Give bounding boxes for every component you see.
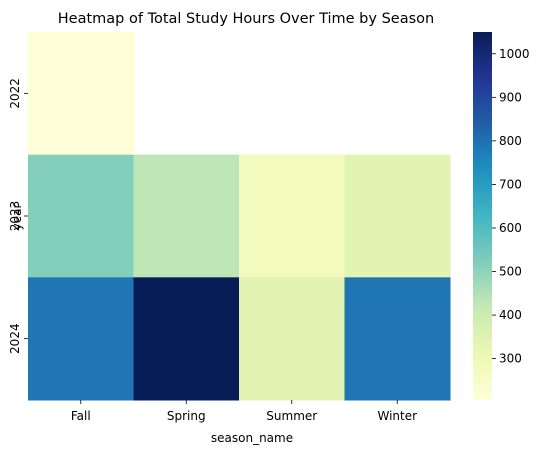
heatmap-cell-2023-spring: [133, 154, 240, 278]
heatmap-cells: [28, 32, 451, 401]
colorbar-tick-label: 700: [499, 177, 522, 191]
x-tick-label: Winter: [377, 409, 417, 423]
y-tick-label: 2022: [8, 78, 22, 109]
colorbar: [473, 32, 492, 400]
colorbar-tick-label: 500: [499, 265, 522, 279]
colorbar-tick-label: 600: [499, 221, 522, 235]
colorbar-tick-label: 900: [499, 90, 522, 104]
x-axis-ticks: Fall Spring Summer Winter: [71, 400, 417, 423]
heatmap-cell-2023-summer: [239, 154, 345, 278]
colorbar-tick-label: 1000: [499, 47, 530, 61]
heatmap-cell-2024-summer: [239, 277, 345, 401]
x-tick-label: Spring: [167, 409, 206, 423]
heatmap-cell-2024-fall: [28, 277, 134, 401]
y-axis-label: year: [10, 204, 24, 231]
colorbar-tick-label: 300: [499, 352, 522, 366]
chart-title: Heatmap of Total Study Hours Over Time b…: [58, 11, 434, 27]
y-tick-label: 2024: [8, 323, 22, 354]
colorbar-tick-label: 800: [499, 134, 522, 148]
heatmap-cell-2024-winter: [344, 277, 451, 401]
x-tick-label: Fall: [71, 409, 91, 423]
heatmap-cell-2023-winter: [344, 154, 451, 278]
colorbar-ticks: 300 400 500 600 700 800 900 1000: [492, 47, 530, 366]
heatmap-cell-2022-fall: [28, 32, 134, 156]
y-tick-label: 2023: [8, 201, 22, 232]
colorbar-tick-label: 400: [499, 308, 522, 322]
x-axis-label: season_name: [211, 431, 293, 445]
y-axis-ticks: 2022 2023 2024: [8, 78, 28, 354]
heatmap-cell-2023-fall: [28, 154, 134, 278]
heatmap-cell-2024-spring: [133, 277, 240, 401]
x-tick-label: Summer: [266, 409, 317, 423]
